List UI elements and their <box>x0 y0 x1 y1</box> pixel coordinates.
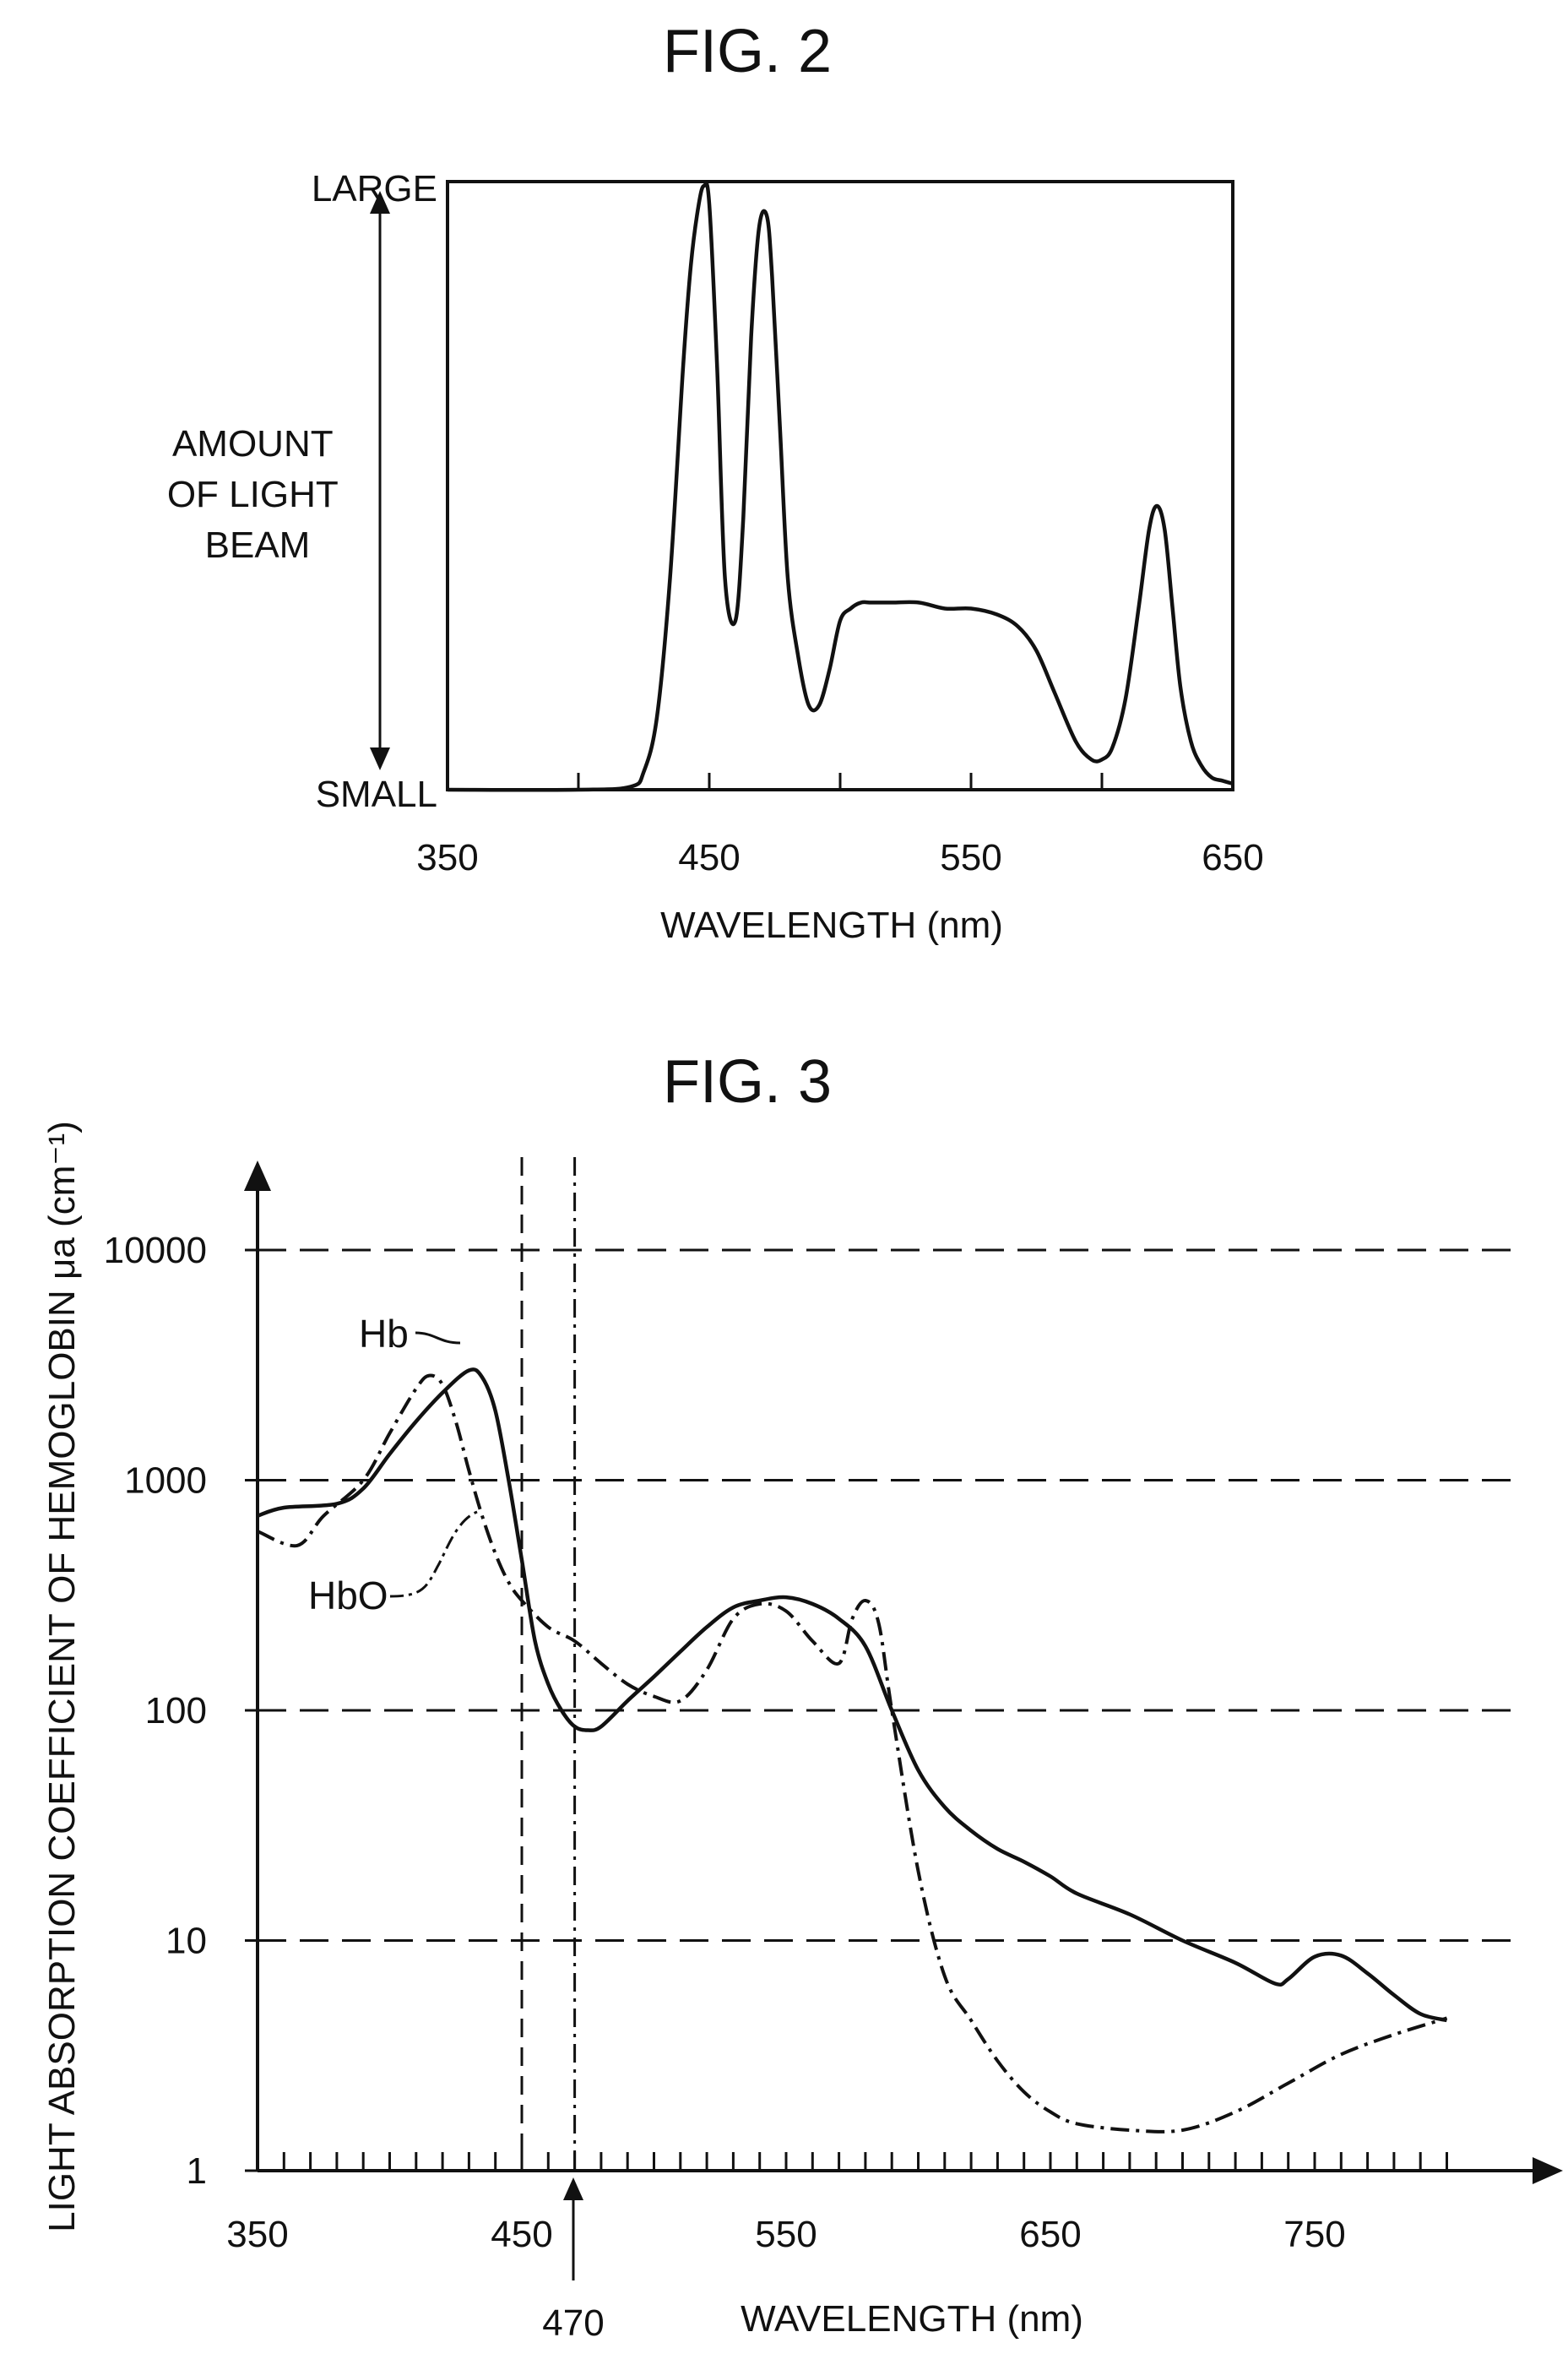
fig2-y-bottom-label: SMALL <box>316 774 437 815</box>
fig3-y-tick-label-10000: 10000 <box>104 1230 207 1271</box>
fig3-x-tick-label-650: 650 <box>1019 2214 1081 2255</box>
fig3-x-tick-labels: 350 450 550 650 750 <box>226 2214 1345 2255</box>
fig2-x-tick-labels: 350 450 550 650 <box>416 837 1263 878</box>
fig3-series-hbo-leader <box>389 1510 478 1598</box>
fig3-series-hb-leader <box>415 1331 461 1345</box>
fig3-y-tick-labels: 1 10 100 1000 10000 <box>104 1230 258 2192</box>
fig2-ylabel-line-2: OF LIGHT <box>167 474 338 515</box>
fig2-title: FIG. 2 <box>663 18 832 85</box>
fig3-series-hb-line <box>257 1367 1448 2023</box>
fig3-ylabel: LIGHT ABSORPTION COEFFICIENT OF HEMOGLOB… <box>41 1121 83 2232</box>
fig2-ylabel: AMOUNT OF LIGHT BEAM <box>167 423 348 566</box>
fig3-x-tick-label-450: 450 <box>491 2214 552 2255</box>
fig2-ylabel-line-1: AMOUNT <box>172 423 333 465</box>
fig3-chart: FIG. 3 350 450 550 650 750 1 10 100 1000 10000 4… <box>41 1048 1563 2344</box>
fig2-spectrum-line <box>447 182 1234 792</box>
fig3-y-tick-label-1000: 1000 <box>124 1460 207 1502</box>
fig2-y-top-label: LARGE <box>312 168 437 209</box>
fig2-x-tick-label-350: 350 <box>416 837 478 878</box>
fig2-x-tick-label-550: 550 <box>940 837 1001 878</box>
fig3-x-ticks <box>282 2152 1448 2171</box>
fig2-ylabel-line-3: BEAM <box>205 525 311 566</box>
fig2-chart: FIG. 2 LARGE SMALL AMOUNT OF LIGHT BEAM … <box>167 18 1264 946</box>
fig3-series-hbo-label: HbO <box>308 1574 388 1617</box>
fig3-series-hb-label: Hb <box>359 1312 409 1356</box>
fig2-plot-frame <box>446 180 1234 791</box>
fig3-reference-lines <box>520 1157 577 2171</box>
fig3-y-tick-label-10: 10 <box>165 1921 207 1962</box>
fig2-x-tick-label-650: 650 <box>1202 837 1263 878</box>
fig3-x-tick-label-350: 350 <box>226 2214 288 2255</box>
fig3-y-tick-label-100: 100 <box>145 1690 207 1731</box>
fig3-470-label: 470 <box>542 2302 604 2344</box>
fig3-x-tick-label-550: 550 <box>755 2214 817 2255</box>
fig3-gridlines <box>258 1248 1511 1942</box>
fig2-x-tick-label-450: 450 <box>678 837 740 878</box>
fig3-y-tick-label-1: 1 <box>187 2150 207 2192</box>
fig2-x-ticks <box>446 773 1234 790</box>
fig3-xlabel: WAVELENGTH (nm) <box>741 2298 1083 2340</box>
fig2-xlabel: WAVELENGTH (nm) <box>660 905 1003 946</box>
fig3-title: FIG. 3 <box>663 1048 832 1116</box>
fig3-series-hbo-line <box>257 1373 1448 2134</box>
fig3-x-tick-label-750: 750 <box>1283 2214 1345 2255</box>
